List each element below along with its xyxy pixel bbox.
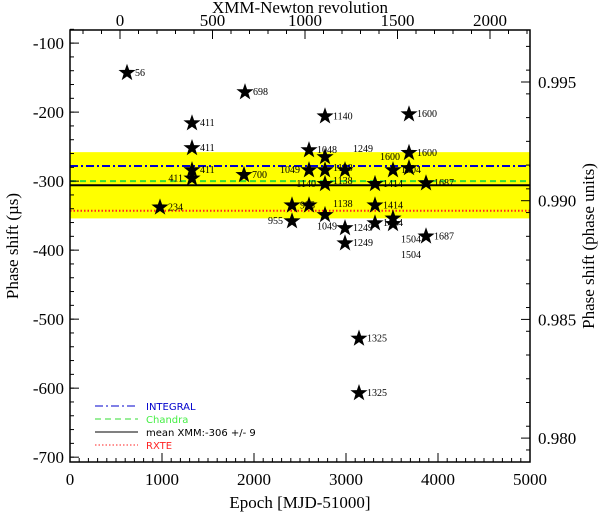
x2-tick-label: 0 <box>116 11 125 30</box>
data-point-star <box>283 212 301 229</box>
data-point-star <box>183 139 201 156</box>
data-point-star <box>151 198 169 215</box>
data-point-label: 56 <box>135 68 145 79</box>
x-tick-label: 5000 <box>513 470 547 489</box>
data-point-label: 1140 <box>333 111 353 122</box>
data-point-star <box>336 161 354 178</box>
data-point-star <box>384 161 402 178</box>
data-point-star <box>183 161 201 178</box>
y2-tick-label: 0.985 <box>538 310 576 329</box>
data-point-star <box>300 196 318 213</box>
y-tick-label: -700 <box>33 448 64 467</box>
data-point-star <box>118 63 136 81</box>
y-axis-label: Phase shift (µs) <box>3 193 22 299</box>
data-point-label: 1600 <box>417 109 437 120</box>
data-point-label: 1249 <box>353 238 373 249</box>
data-point-star <box>300 141 318 158</box>
data-point-star <box>183 114 201 131</box>
data-point-star <box>350 384 368 401</box>
data-point-label: 1414 <box>383 218 403 229</box>
data-point-label: 1504 <box>401 234 421 245</box>
y2-axis-label: Phase shift (phase units) <box>579 163 598 329</box>
data-point-star <box>336 219 354 236</box>
data-point-star <box>183 169 201 186</box>
data-point-label: 955 <box>300 200 315 211</box>
x2-axis-label: XMM-Newton revolution <box>212 0 389 17</box>
x-axis-label: Epoch [MJD-51000] <box>229 493 370 512</box>
x-tick-label: 0 <box>66 470 75 489</box>
data-point-star <box>316 161 334 178</box>
data-point-label: 1049 <box>317 221 337 232</box>
data-point-label: 1138 <box>333 176 353 187</box>
data-point-label: 1687 <box>434 178 454 189</box>
plot-frame <box>69 29 531 463</box>
data-point-star <box>316 107 334 124</box>
data-point-label: 1504 <box>401 165 421 176</box>
data-point-label: 1138 <box>333 199 353 210</box>
data-point-star <box>236 83 254 100</box>
data-point-star <box>316 205 334 223</box>
data-point-label: 1048 <box>317 145 337 156</box>
legend-entry: RXTE <box>146 441 172 452</box>
y-tick-label: -200 <box>33 103 64 122</box>
x2-tick-label: 500 <box>200 11 226 30</box>
x2-tick-label: 1500 <box>381 11 415 30</box>
data-point-star <box>400 143 418 161</box>
x-tick-label: 3000 <box>329 470 363 489</box>
x-tick-label: 2000 <box>237 470 271 489</box>
data-point-star <box>316 148 334 165</box>
data-point-label: 411 <box>168 173 183 184</box>
y-tick-label: -500 <box>33 310 64 329</box>
data-point-star <box>283 196 301 213</box>
x2-tick-label: 1000 <box>288 11 322 30</box>
data-point-label: 1249 <box>353 223 373 234</box>
legend-entry: Chandra <box>146 415 188 426</box>
data-point-label: 698 <box>253 87 268 98</box>
data-point-star <box>384 214 402 232</box>
data-point-label: 1414 <box>383 200 403 211</box>
data-point-star <box>300 161 318 178</box>
data-point-star <box>235 165 253 183</box>
data-point-star <box>417 174 435 191</box>
data-point-label: 1249 <box>353 144 373 155</box>
y2-tick-label: 0.990 <box>538 192 576 211</box>
y-tick-label: -400 <box>33 241 64 260</box>
data-point-label: 1414 <box>383 179 403 190</box>
data-point-label: 1600 <box>380 152 400 163</box>
x-tick-label: 4000 <box>421 470 455 489</box>
x2-tick-label: 2000 <box>473 11 507 30</box>
data-point-label: 1504 <box>401 250 421 261</box>
data-point-label: 234 <box>168 202 183 213</box>
y-tick-label: -600 <box>33 379 64 398</box>
data-point-star <box>366 196 384 213</box>
data-point-star <box>400 159 418 176</box>
data-point-label: 700 <box>252 170 267 181</box>
data-point-label: 411 <box>200 165 215 176</box>
data-point-label: 955 <box>268 216 283 227</box>
data-point-label: 411 <box>200 118 215 129</box>
data-point-star <box>417 227 435 244</box>
data-point-star <box>350 329 368 346</box>
data-point-label: 1325 <box>367 388 387 399</box>
legend-entry: mean XMM:-306 +/- 9 <box>146 428 256 439</box>
legend-entry: INTEGRAL <box>146 402 196 413</box>
data-point-star <box>400 105 418 122</box>
data-point-star <box>366 214 384 231</box>
x-tick-label: 1000 <box>145 470 179 489</box>
data-point-label: 1140 <box>296 179 316 190</box>
data-point-label: 1325 <box>367 333 387 344</box>
data-point-star <box>366 174 384 192</box>
data-point-star <box>336 234 354 251</box>
y-tick-label: -300 <box>33 172 64 191</box>
data-point-label: 1049 <box>280 165 300 176</box>
data-point-star <box>316 174 334 192</box>
data-point-label: 1138 <box>333 163 353 174</box>
y-tick-label: -100 <box>33 34 64 53</box>
y2-tick-label: 0.980 <box>538 429 576 448</box>
y2-tick-label: 0.995 <box>538 73 576 92</box>
data-point-label: 1687 <box>434 231 454 242</box>
data-point-label: 411 <box>200 143 215 154</box>
data-point-label: 1600 <box>417 148 437 159</box>
